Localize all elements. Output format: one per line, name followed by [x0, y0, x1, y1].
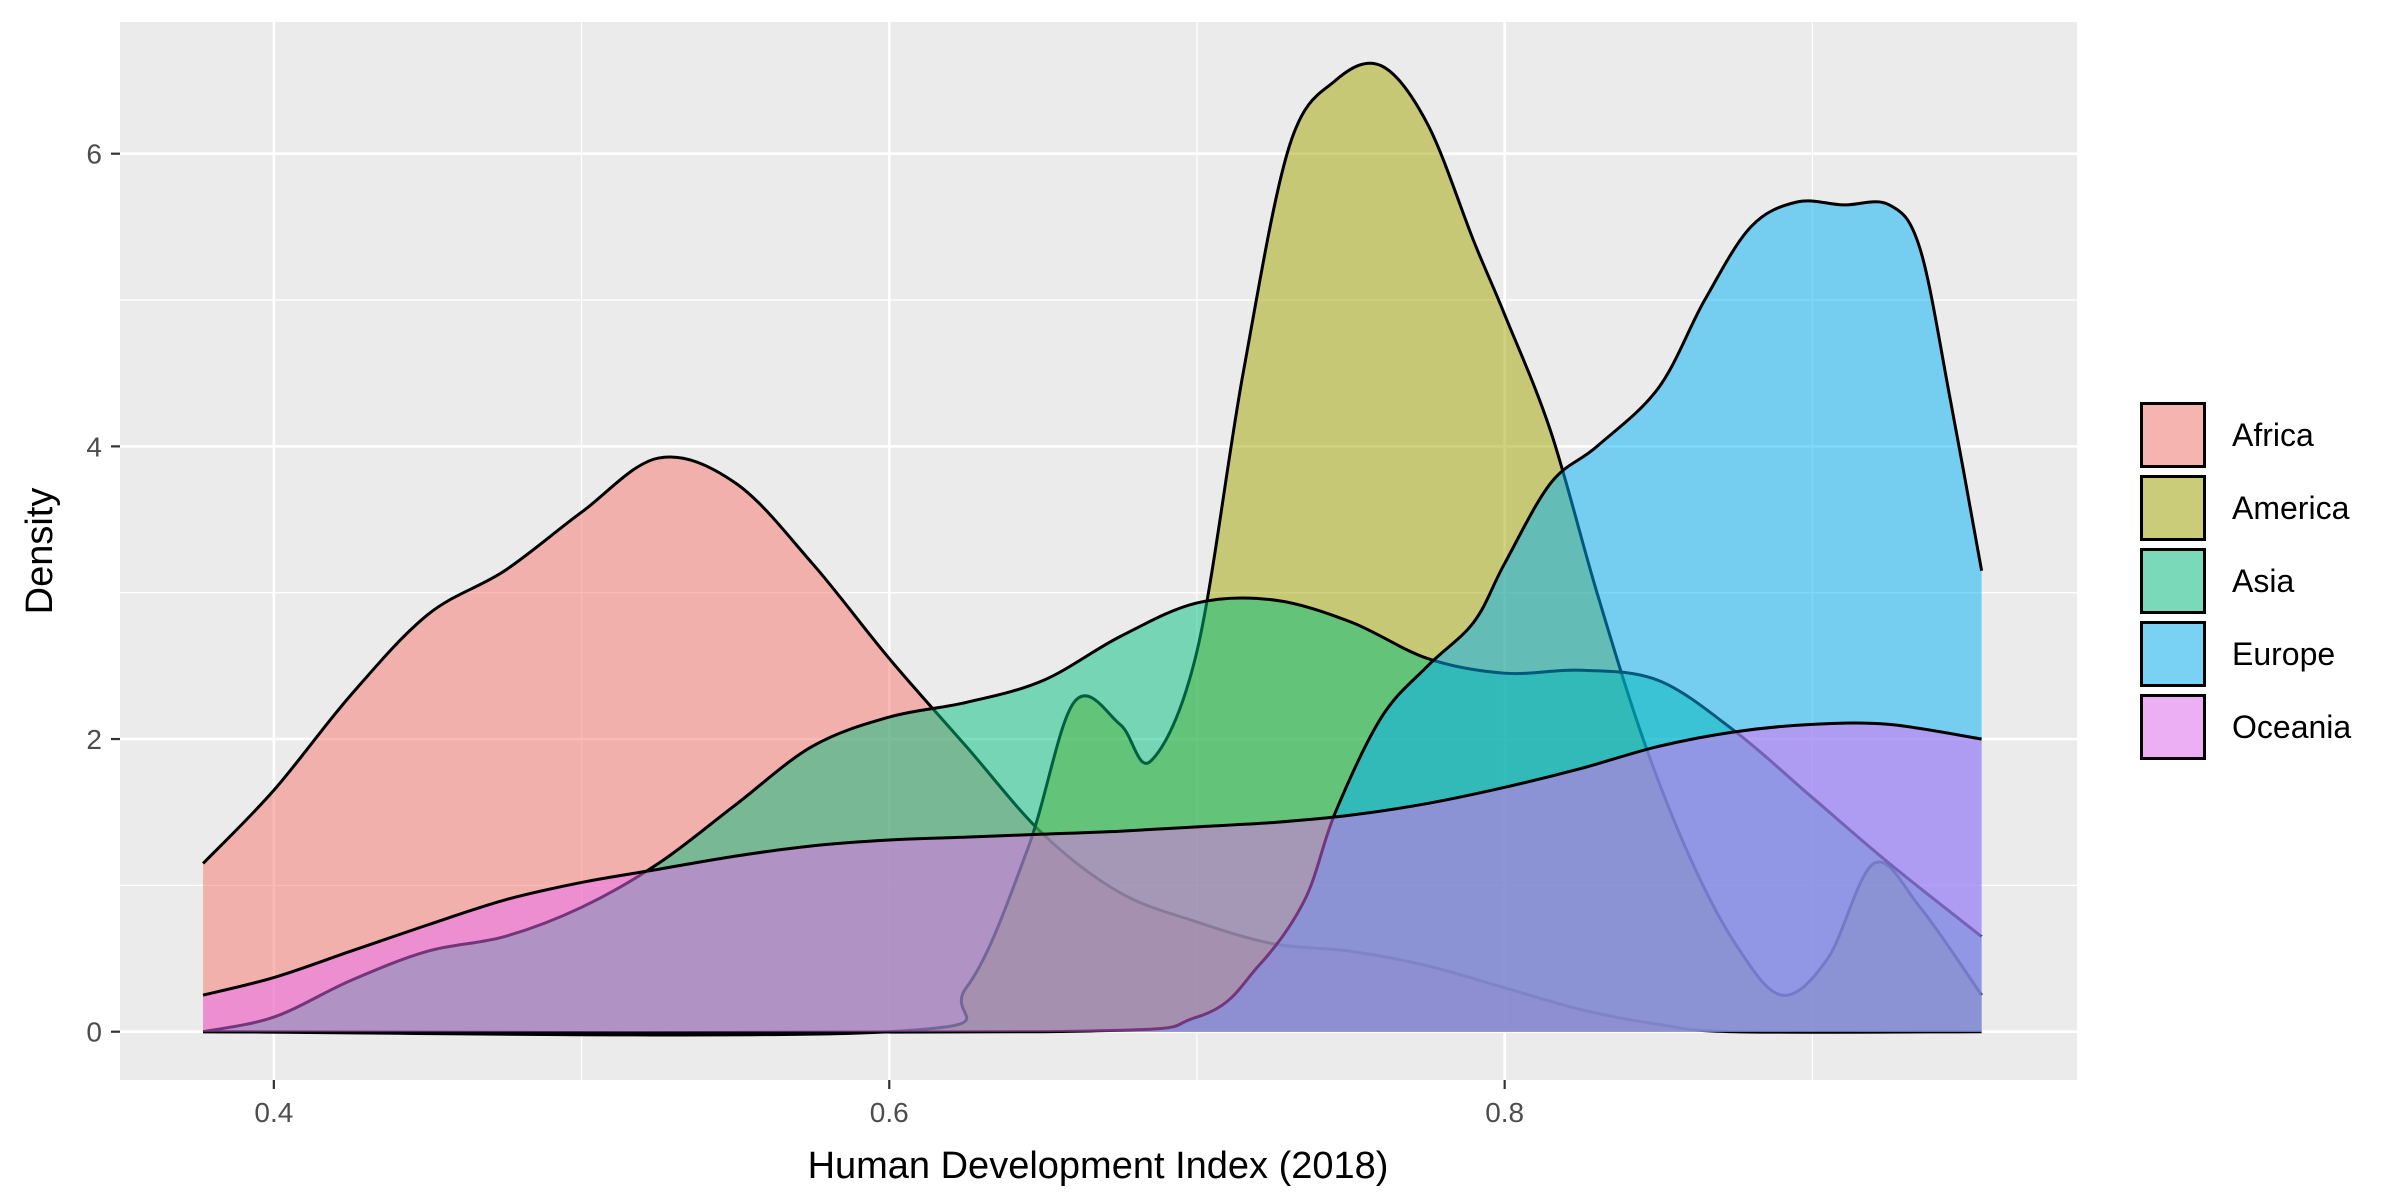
- legend-item-asia: Asia: [2140, 548, 2294, 614]
- y-tick-label: 2: [86, 724, 102, 755]
- legend-item-europe: Europe: [2140, 621, 2335, 687]
- legend-item-africa: Africa: [2140, 402, 2314, 468]
- legend: Africa America Asia Europe Oceania: [2140, 402, 2351, 760]
- legend-item-oceania: Oceania: [2140, 694, 2351, 760]
- legend-key-oceania: [2140, 694, 2206, 760]
- x-tick-label: 0.8: [1485, 1097, 1524, 1128]
- legend-key-africa: [2140, 402, 2206, 468]
- density-areas: [202, 61, 1984, 1037]
- legend-label-africa: Africa: [2232, 417, 2314, 453]
- legend-label-america: America: [2232, 490, 2350, 526]
- series-oceania: [202, 721, 1982, 1032]
- legend-label-asia: Asia: [2232, 563, 2294, 599]
- y-tick-label: 6: [86, 139, 102, 170]
- y-axis: 0 2 4 6: [86, 139, 120, 1048]
- legend-key-europe: [2140, 621, 2206, 687]
- x-tick-label: 0.6: [870, 1097, 909, 1128]
- legend-label-europe: Europe: [2232, 636, 2335, 672]
- legend-item-america: America: [2140, 475, 2350, 541]
- legend-key-asia: [2140, 548, 2206, 614]
- density-area-oceania: [203, 723, 1982, 1032]
- x-axis: 0.4 0.6 0.8: [254, 1080, 1524, 1128]
- legend-label-oceania: Oceania: [2232, 709, 2351, 745]
- x-tick-label: 0.4: [254, 1097, 293, 1128]
- y-tick-label: 4: [86, 431, 102, 462]
- y-axis-title: Density: [19, 488, 61, 615]
- y-tick-label: 0: [86, 1017, 102, 1048]
- x-axis-title: Human Development Index (2018): [808, 1145, 1389, 1187]
- legend-key-america: [2140, 475, 2206, 541]
- density-curve-oceania: [202, 721, 1982, 997]
